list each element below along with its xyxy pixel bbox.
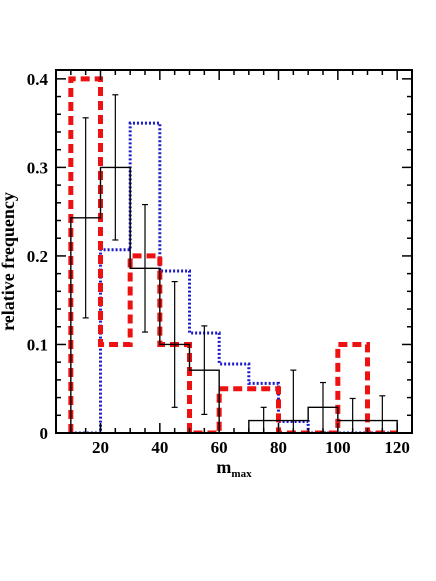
error-bar — [142, 203, 148, 333]
error-bar — [112, 94, 119, 241]
x-axis-title-subscript: max — [231, 468, 252, 480]
series-dashed-line — [68, 76, 398, 433]
y-tick-label: 0 — [40, 424, 49, 443]
error-bar — [349, 397, 356, 433]
error-bar — [82, 117, 89, 319]
axis-ticks — [56, 70, 412, 434]
x-tick-label: 120 — [384, 438, 410, 457]
y-tick-label: 0.4 — [27, 70, 49, 89]
x-tick-label: 40 — [151, 438, 168, 457]
plot-frame — [55, 69, 413, 434]
error-bar — [379, 395, 386, 433]
x-tick-label: 20 — [92, 438, 109, 457]
series-solid-line — [70, 166, 398, 433]
y-tick-label: 0.2 — [27, 247, 48, 266]
error-bar — [171, 281, 178, 408]
x-axis-title: mmax — [216, 457, 252, 480]
x-axis-title-main: m — [216, 457, 231, 477]
y-tick-label: 0.3 — [27, 158, 48, 177]
x-tick-label: 80 — [270, 438, 287, 457]
series-dashed — [68, 76, 398, 433]
x-tick-labels: 20 40 60 80 100 120 — [92, 438, 410, 457]
y-tick-label: 0.1 — [27, 335, 48, 354]
error-bar — [290, 369, 297, 433]
x-tick-label: 60 — [211, 438, 228, 457]
y-tick-labels: 0 0.1 0.2 0.3 0.4 — [27, 70, 49, 443]
y-axis-title: relative frequency — [0, 192, 18, 331]
x-tick-label: 100 — [325, 438, 351, 457]
series-solid — [70, 94, 398, 433]
error-bar — [201, 325, 208, 416]
